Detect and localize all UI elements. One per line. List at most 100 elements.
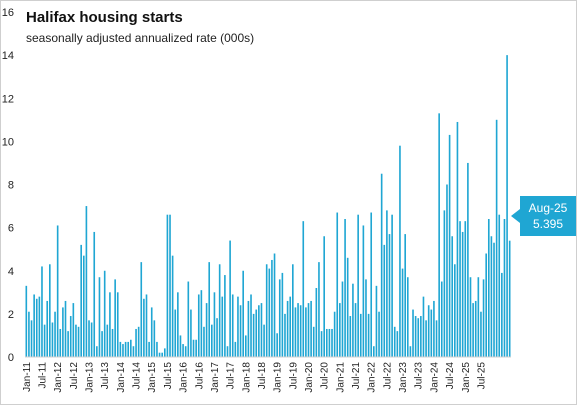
bar [169, 214, 171, 357]
bar [135, 328, 137, 357]
bar [116, 292, 119, 357]
bar [464, 221, 467, 357]
bar [250, 294, 252, 357]
bar [336, 212, 339, 357]
bar [501, 272, 503, 357]
bar [38, 296, 41, 358]
bar [237, 296, 239, 358]
bar [276, 333, 278, 357]
bar [114, 279, 116, 358]
bar [28, 311, 30, 357]
bar [430, 309, 433, 357]
bar [315, 288, 318, 357]
bar [346, 257, 349, 357]
bar [174, 309, 177, 357]
bar [480, 311, 482, 357]
bar [310, 300, 312, 357]
bar [226, 346, 229, 357]
x-tick-label: Jan-18 [241, 362, 252, 393]
bar [98, 277, 101, 357]
bar [435, 320, 438, 357]
callout-label: Aug-25 [528, 201, 568, 215]
x-tick-label: Jul-22 [382, 362, 393, 390]
bar [35, 298, 38, 357]
bar [242, 270, 244, 357]
x-tick-label: Jul-20 [320, 362, 331, 390]
bar [244, 335, 247, 357]
bar [54, 311, 56, 357]
x-axis-ticks: Jan-11 Jul-11 Jan-12 Jul-12 Jan-13 Jul-13 Jan-… [22, 362, 488, 393]
bar [56, 225, 59, 357]
x-tick-label: Jan-14 [116, 362, 127, 393]
bar [333, 311, 336, 357]
x-tick-label: Jul-21 [351, 362, 362, 390]
bar [286, 300, 289, 357]
bar [96, 346, 98, 357]
bar [401, 268, 404, 357]
bar [388, 234, 391, 357]
bar [474, 300, 477, 357]
bar [461, 231, 464, 357]
x-tick-label: Jan-20 [304, 362, 315, 393]
bar [75, 324, 77, 357]
bar [469, 277, 472, 357]
bar [425, 320, 427, 357]
x-tick-label: Jan-22 [367, 362, 378, 393]
bar [349, 316, 352, 357]
chart-title: Halifax housing starts [26, 9, 183, 26]
bar [294, 307, 297, 357]
x-tick-label: Jan-24 [429, 362, 440, 393]
bar [221, 296, 224, 358]
x-tick-label: Jan-17 [210, 362, 221, 393]
bar [281, 272, 284, 357]
bar [339, 303, 341, 357]
bar [211, 324, 213, 357]
bar [231, 294, 234, 357]
bar [143, 298, 145, 357]
x-tick-label: Jul-17 [226, 362, 237, 390]
bar [268, 268, 271, 357]
bar [82, 255, 85, 357]
bar [224, 275, 226, 357]
bar [69, 316, 72, 357]
bar [182, 344, 184, 357]
bar [216, 318, 218, 357]
bar [103, 270, 106, 357]
bar [487, 219, 490, 357]
bar [145, 294, 148, 357]
bar [41, 266, 43, 357]
bar [305, 307, 307, 357]
bar [218, 264, 221, 357]
bar [258, 305, 260, 357]
bar [312, 326, 315, 357]
bar [132, 346, 135, 357]
bar [383, 244, 386, 358]
bar [373, 346, 375, 357]
x-tick-label: Jul-14 [132, 362, 143, 390]
bar [252, 313, 255, 358]
bar [414, 316, 417, 357]
x-tick-label: Jul-24 [445, 362, 456, 390]
bar [67, 331, 69, 358]
y-tick-label: 12 [2, 93, 14, 105]
bar [77, 326, 80, 357]
bar [365, 279, 367, 358]
bar [101, 331, 103, 358]
bar [265, 264, 268, 357]
bar [341, 281, 344, 357]
bar [344, 219, 346, 357]
bar [440, 281, 443, 357]
bar [299, 305, 302, 357]
bar [307, 303, 310, 357]
y-tick-label: 10 [2, 136, 14, 148]
y-tick-label: 8 [8, 180, 14, 192]
bar [177, 292, 179, 357]
bar [190, 309, 192, 357]
bar [503, 219, 506, 357]
bar [354, 303, 357, 357]
bar [187, 281, 190, 357]
bar [156, 341, 158, 357]
bar [205, 303, 208, 357]
y-tick-label: 16 [2, 7, 14, 19]
x-tick-label: Jan-15 [147, 362, 158, 393]
